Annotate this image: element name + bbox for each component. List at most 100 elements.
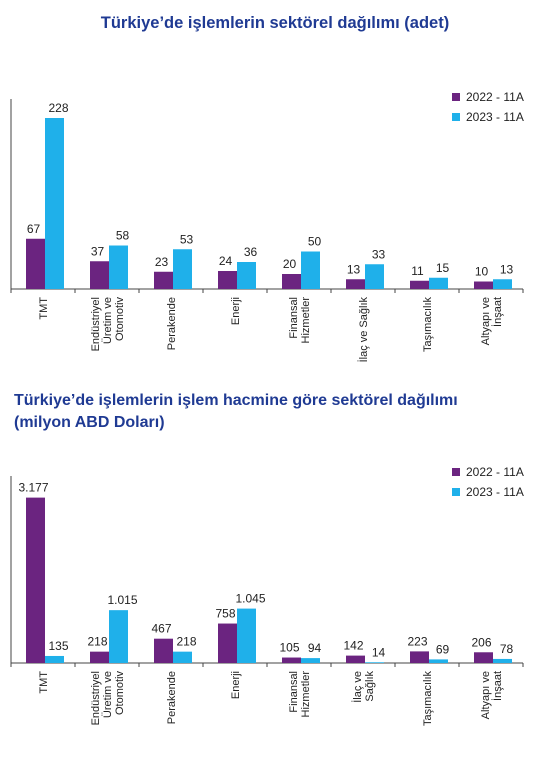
- chart1-bar: [90, 261, 109, 289]
- chart1-bar: [365, 264, 384, 289]
- chart2-bar: [410, 651, 429, 663]
- chart2-data-label: 1.015: [107, 593, 137, 607]
- chart2-category-label-line: Endüstriyel: [90, 671, 102, 725]
- chart1-category-label-line: Altyapı ve: [480, 297, 492, 345]
- chart2-bar: [282, 657, 301, 663]
- chart2-data-label: 218: [176, 635, 196, 649]
- chart2-data-label: 135: [48, 639, 68, 653]
- chart1-bar: [410, 280, 429, 289]
- chart1-legend-label: 2022 - 11A: [466, 90, 524, 104]
- chart1-data-label: 37: [91, 244, 105, 258]
- chart1-data-label: 33: [372, 247, 386, 261]
- chart1-data-label: 50: [308, 235, 322, 249]
- chart1-data-label: 53: [180, 232, 194, 246]
- chart1-category-label: Taşımacılık: [422, 297, 434, 353]
- chart2-title-line2: (milyon ABD Doları): [14, 414, 165, 431]
- chart1-legend-swatch: [452, 113, 460, 121]
- chart1-category-label-line: Üretim ve: [102, 297, 114, 344]
- chart2-data-label: 142: [343, 639, 363, 653]
- chart1-bar: [45, 118, 64, 289]
- chart1-category-label: Perakende: [166, 297, 178, 350]
- chart2-title: Türkiye’de işlemlerin işlem hacmine göre…: [14, 390, 544, 434]
- chart1-bar: [474, 281, 493, 289]
- chart1-category-label: FinansalHizmetler: [288, 297, 312, 344]
- chart1-category-label-line: İlaç ve Sağlık: [357, 297, 370, 363]
- chart2-category-label-line: TMT: [38, 671, 50, 694]
- chart2-category-label: TMT: [38, 671, 50, 694]
- chart2-category-label-line: İlaç ve: [351, 671, 364, 703]
- chart1-bar: [237, 262, 256, 289]
- chart2-category-label: FinansalHizmetler: [288, 671, 312, 718]
- chart1-category-label-line: Perakende: [166, 297, 178, 350]
- chart2-legend-label: 2023 - 11A: [466, 485, 524, 499]
- chart1-data-label: 23: [155, 255, 169, 269]
- chart1-bar: [429, 277, 448, 289]
- chart1-bar: [493, 279, 512, 289]
- chart2-category-label: İlaç veSağlık: [351, 671, 376, 703]
- chart2-category-label-line: Otomotiv: [114, 671, 126, 716]
- chart2-data-label: 467: [151, 622, 171, 636]
- chart1-data-label: 10: [475, 265, 489, 279]
- chart1-category-label-line: Otomotiv: [114, 297, 126, 342]
- chart1-bar: [109, 245, 128, 289]
- chart1-bar: [154, 271, 173, 289]
- chart1-data-label: 67: [27, 222, 41, 236]
- chart2-bar: [45, 655, 64, 663]
- chart2-data-label: 94: [308, 641, 322, 655]
- chart2-bar: [154, 638, 173, 663]
- chart1-data-label: 13: [347, 262, 361, 276]
- chart2-category-label-line: Altyapı ve: [480, 671, 492, 719]
- chart2-legend-swatch: [452, 488, 460, 496]
- chart2-bar: [365, 662, 384, 663]
- chart2-data-label: 105: [279, 641, 299, 655]
- chart2-category-label: Taşımacılık: [422, 671, 434, 727]
- chart2-category-label-line: Perakende: [166, 671, 178, 724]
- chart2-category-label-line: Finansal: [288, 671, 300, 713]
- chart1-category-label-line: Taşımacılık: [422, 297, 434, 353]
- chart2-data-label: 218: [87, 635, 107, 649]
- chart1-category-label-line: Hizmetler: [300, 297, 312, 344]
- chart1-data-label: 11: [411, 264, 424, 278]
- chart1-bar: [26, 238, 45, 289]
- chart1-category-label: TMT: [38, 297, 50, 320]
- chart1-category-label-line: Enerji: [230, 297, 242, 325]
- chart2-data-label: 223: [407, 634, 427, 648]
- chart2-bar: [474, 652, 493, 663]
- chart2-category-label-line: Üretim ve: [102, 671, 114, 718]
- chart1-category-label: Altyapı veİnşaat: [480, 297, 504, 345]
- chart2-data-label: 69: [436, 642, 450, 656]
- chart2-bar: [26, 497, 45, 663]
- chart1-data-label: 13: [500, 262, 514, 276]
- chart2-category-label: Perakende: [166, 671, 178, 724]
- chart2-category-label: Altyapı veİnşaat: [480, 671, 504, 719]
- chart1-data-label: 58: [116, 229, 130, 243]
- chart1-category-label: İlaç ve Sağlık: [357, 297, 370, 363]
- chart2-data-label: 78: [500, 642, 514, 656]
- chart2-bar: [493, 658, 512, 663]
- chart1-data-label: 228: [48, 101, 68, 115]
- chart1-bar: [301, 251, 320, 289]
- chart1-data-label: 24: [219, 254, 233, 268]
- chart1-bar: [218, 271, 237, 289]
- chart2-legend-label: 2022 - 11A: [466, 465, 524, 479]
- chart1-legend-swatch: [452, 93, 460, 101]
- chart1-bar: [346, 279, 365, 289]
- chart1-data-label: 36: [244, 245, 258, 259]
- chart2-data-label: 3.177: [18, 481, 48, 495]
- chart2-category-label-line: Sağlık: [364, 671, 376, 702]
- chart2-bar: [109, 610, 128, 663]
- chart1-category-label-line: İnşaat: [491, 297, 504, 327]
- chart2-title-line1: Türkiye’de işlemlerin işlem hacmine göre…: [14, 392, 458, 409]
- chart2-data-label: 758: [215, 607, 235, 621]
- chart1-bar: [282, 274, 301, 289]
- chart2-bar: [90, 651, 109, 663]
- chart2-bar: [429, 659, 448, 663]
- chart2-data-label: 206: [471, 635, 491, 649]
- chart2-bar: [237, 608, 256, 663]
- chart2-category-label-line: Enerji: [230, 671, 242, 699]
- chart1-category-label: Enerji: [230, 297, 242, 325]
- chart2-bar: [301, 658, 320, 663]
- chart1-category-label-line: TMT: [38, 297, 50, 320]
